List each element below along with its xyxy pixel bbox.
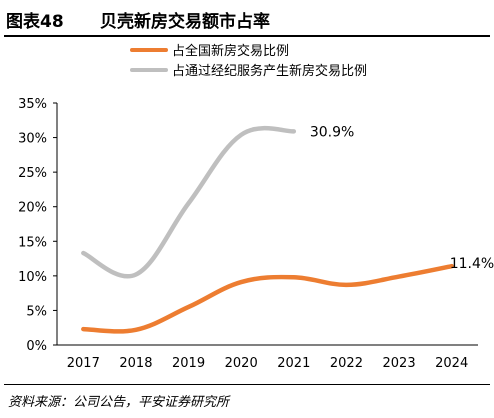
x-tick-label: 2018 xyxy=(119,356,152,371)
data-label-0: 30.9% xyxy=(310,124,354,140)
data-point xyxy=(239,133,243,137)
x-tick-label: 2022 xyxy=(330,356,363,371)
series-line-1 xyxy=(81,125,297,279)
y-tick-label: 25% xyxy=(18,166,47,181)
y-tick-label: 10% xyxy=(18,270,47,285)
series-line-0 xyxy=(81,263,454,334)
data-point xyxy=(397,275,401,279)
figure-header: 图表48 贝壳新房交易额市占率 xyxy=(6,4,488,34)
x-tick-label: 2020 xyxy=(225,356,258,371)
y-tick-label: 35% xyxy=(18,97,47,112)
source-divider xyxy=(4,384,490,385)
data-point xyxy=(239,280,243,284)
data-point xyxy=(134,272,138,276)
figure-title: 贝壳新房交易额市占率 xyxy=(100,12,270,32)
source-note: 资料来源：公司公告，平安证券研究所 xyxy=(8,395,230,410)
x-tick-label: 2024 xyxy=(435,356,468,371)
y-tick-label: 0% xyxy=(26,339,47,354)
data-point xyxy=(292,275,296,279)
data-point xyxy=(134,328,138,332)
title-divider xyxy=(4,35,490,37)
data-point xyxy=(292,129,296,133)
data-point xyxy=(187,305,191,309)
figure-number: 图表48 xyxy=(6,12,64,32)
data-point xyxy=(344,283,348,287)
y-tick-label: 5% xyxy=(26,304,47,319)
data-point xyxy=(81,327,85,331)
legend-label-1: 占通过经纪服务产生新房交易比例 xyxy=(172,63,367,79)
legend-label-0: 占全国新房交易比例 xyxy=(172,43,289,59)
data-label-1: 11.4% xyxy=(450,256,494,272)
y-tick-label: 30% xyxy=(18,132,47,147)
y-tick-label: 20% xyxy=(18,201,47,216)
x-tick-label: 2017 xyxy=(67,356,100,371)
x-tick-label: 2019 xyxy=(172,356,205,371)
x-tick-label: 2021 xyxy=(277,356,310,371)
y-tick-label: 15% xyxy=(18,235,47,250)
x-tick-label: 2023 xyxy=(383,356,416,371)
data-point xyxy=(81,251,85,255)
data-point xyxy=(187,201,191,205)
